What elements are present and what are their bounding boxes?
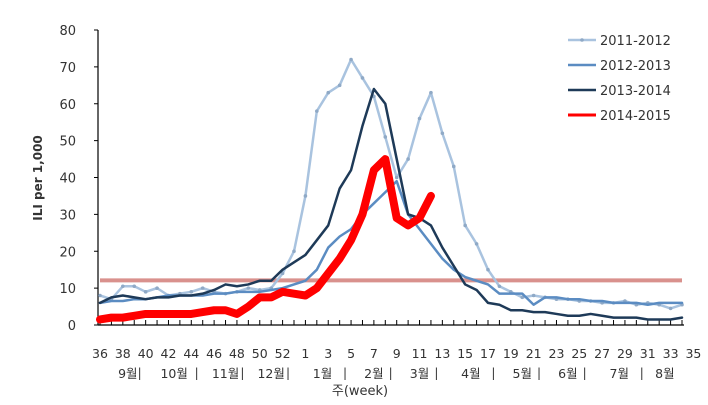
month-separator: | [286,366,290,380]
x-axis-label: 주(week) [332,384,388,399]
x-tick-label: 15 [457,346,473,361]
data-point [520,295,525,300]
month-label: 1월 [313,366,332,381]
month-separator: | [343,366,347,380]
x-tick-label: 23 [549,346,565,361]
y-tick-label: 60 [59,98,76,113]
month-separator: | [389,366,393,380]
data-point [463,223,467,228]
data-point [315,109,319,113]
x-tick-label: 40 [138,346,154,361]
y-axis-label: ILI per 1,000 [31,135,45,221]
y-tick-label: 30 [59,208,76,223]
month-label: 4월 [461,366,480,381]
month-label: 10월 [160,366,187,381]
legend-label: 2014-2015 [600,109,671,124]
month-separator: | [583,366,587,380]
month-label: 6월 [558,366,577,381]
x-tick-label: 17 [480,346,496,361]
data-point [406,157,410,161]
data-point [143,290,148,294]
month-label: 5월 [513,366,532,381]
data-point [451,164,456,169]
month-separator: | [537,366,541,380]
data-point [189,290,194,294]
legend-marker [580,38,584,42]
data-point [383,135,388,139]
data-point [417,116,422,121]
x-tick-label: 5 [347,346,355,361]
x-tick-label: 38 [115,346,131,361]
series-line-2014-2015 [96,155,435,324]
data-point [292,249,296,254]
y-tick-label: 50 [59,135,76,150]
month-label: 11월 [212,366,239,381]
data-point [326,90,331,95]
month-label: 7월 [610,366,629,381]
month-label: 12월 [257,366,284,381]
x-tick-label: 46 [206,346,222,361]
x-tick-label: 31 [640,346,656,361]
data-point [280,271,285,276]
data-point [429,90,433,95]
month-label: 8월 [655,366,674,381]
series-line-2013-2014 [98,87,684,321]
data-point [121,284,125,289]
x-tick-label: 9 [393,346,401,361]
y-tick-label: 20 [59,245,76,260]
legend-label: 2011-2012 [600,34,671,49]
month-separator: | [195,366,199,380]
data-point [394,175,399,180]
month-label: 9월 [118,366,137,381]
y-tick-label: 70 [59,61,76,76]
data-point [360,76,365,80]
x-tick-label: 50 [252,346,268,361]
data-point [474,242,479,246]
data-point [349,57,353,62]
x-tick-label: 35 [685,346,701,361]
x-tick-label: 19 [503,346,519,361]
legend-label: 2013-2014 [600,84,671,99]
x-tick-label: 29 [617,346,633,361]
x-tick-label: 3 [324,346,332,361]
data-point [132,284,137,289]
month-separator: | [434,366,438,380]
legend-label: 2012-2013 [600,59,671,74]
data-point [200,286,205,290]
x-tick-label: 11 [412,346,428,361]
x-tick-label: 48 [229,346,245,361]
x-tick-label: 42 [161,346,177,361]
x-tick-label: 21 [526,346,542,361]
x-tick-label: 33 [663,346,679,361]
x-tick-label: 1 [301,346,309,361]
data-point [668,306,673,311]
month-separator: | [240,366,244,380]
data-point [246,286,251,290]
data-point [531,293,536,298]
month-label: 2월 [364,366,383,381]
data-point [440,131,445,136]
month-separator: | [640,366,644,380]
month-label: 3월 [410,366,429,381]
x-tick-label: 13 [434,346,450,361]
month-separator: | [138,366,142,380]
y-tick-label: 0 [68,319,76,334]
y-tick-label: 10 [59,282,76,297]
data-point [337,83,342,88]
x-tick-label: 7 [370,346,378,361]
data-point [497,284,502,289]
data-point [155,286,159,290]
x-tick-label: 36 [92,346,108,361]
data-point [98,293,102,298]
y-tick-label: 80 [59,24,76,39]
data-point [486,267,490,272]
x-tick-label: 52 [275,346,291,361]
x-tick-label: 44 [183,346,199,361]
y-tick-label: 40 [59,172,76,187]
month-separator: | [491,366,495,380]
x-tick-label: 25 [571,346,587,361]
data-point [303,194,308,198]
x-tick-label: 27 [594,346,610,361]
